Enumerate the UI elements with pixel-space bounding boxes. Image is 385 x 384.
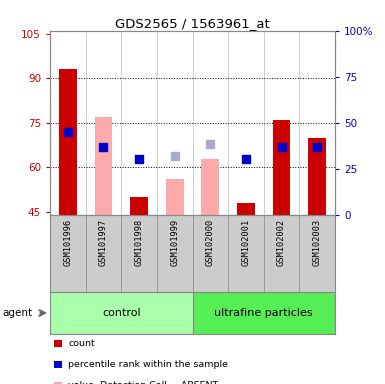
Title: GDS2565 / 1563961_at: GDS2565 / 1563961_at xyxy=(115,17,270,30)
Text: agent: agent xyxy=(2,308,32,318)
Point xyxy=(136,156,142,162)
Bar xyxy=(59,70,77,215)
Text: GSM102001: GSM102001 xyxy=(241,219,250,266)
Text: value, Detection Call = ABSENT: value, Detection Call = ABSENT xyxy=(68,381,218,384)
Bar xyxy=(192,292,335,334)
Text: ultrafine particles: ultrafine particles xyxy=(214,308,313,318)
Bar xyxy=(237,203,255,215)
Point xyxy=(207,141,213,147)
Point xyxy=(65,129,71,135)
Bar xyxy=(95,117,112,215)
Point xyxy=(243,156,249,162)
Text: GSM101998: GSM101998 xyxy=(135,219,144,266)
Bar xyxy=(50,292,192,334)
Point xyxy=(100,144,107,150)
Text: GSM102003: GSM102003 xyxy=(313,219,321,266)
Text: percentile rank within the sample: percentile rank within the sample xyxy=(68,360,228,369)
Bar xyxy=(130,197,148,215)
Text: GSM101997: GSM101997 xyxy=(99,219,108,266)
Point xyxy=(314,144,320,150)
Bar xyxy=(273,120,290,215)
Text: control: control xyxy=(102,308,141,318)
Text: count: count xyxy=(68,339,95,348)
Point xyxy=(172,152,178,159)
Point xyxy=(278,144,285,150)
Text: GSM101996: GSM101996 xyxy=(64,219,72,266)
Text: GSM102002: GSM102002 xyxy=(277,219,286,266)
Bar xyxy=(308,138,326,215)
Bar xyxy=(201,159,219,215)
Bar xyxy=(166,179,184,215)
Text: GSM101999: GSM101999 xyxy=(170,219,179,266)
Text: GSM102000: GSM102000 xyxy=(206,219,215,266)
